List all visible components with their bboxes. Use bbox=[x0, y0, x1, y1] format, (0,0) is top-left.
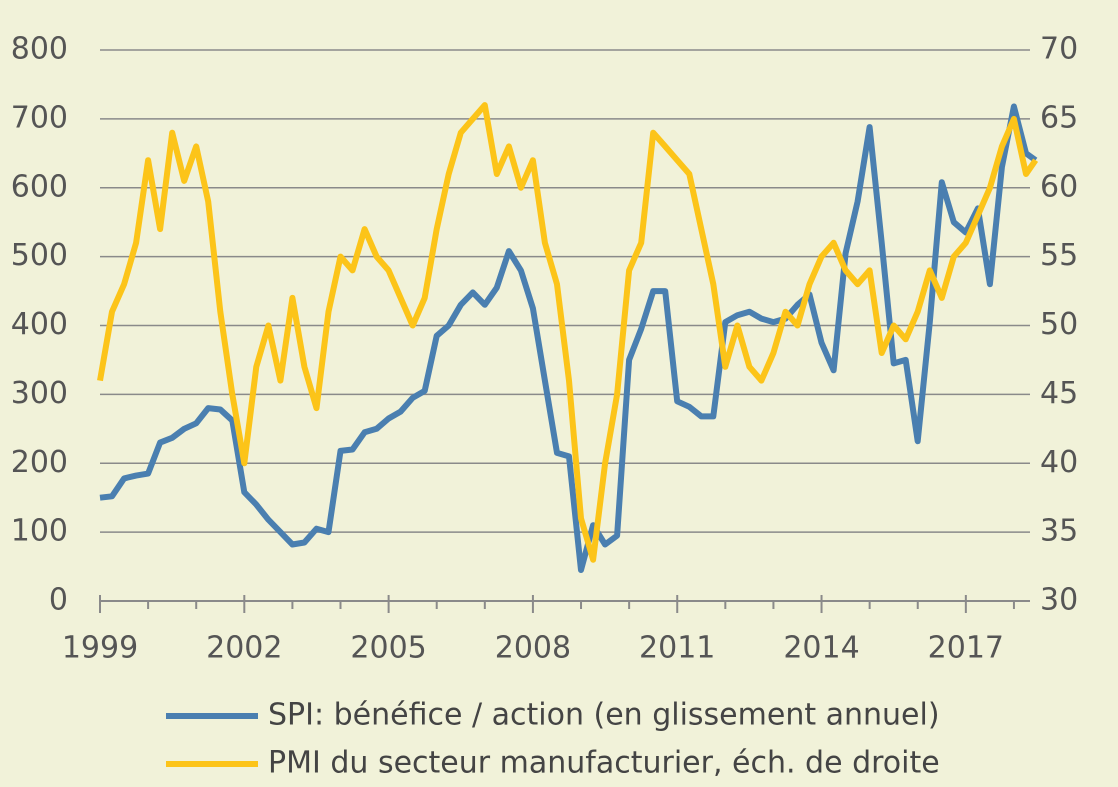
x-tick-label: 2002 bbox=[206, 631, 282, 666]
y2-tick-label: 60 bbox=[1040, 169, 1078, 204]
y-tick-label: 600 bbox=[11, 169, 68, 204]
x-tick-label: 2014 bbox=[783, 631, 859, 666]
y-tick-label: 200 bbox=[11, 445, 68, 480]
y2-tick-label: 35 bbox=[1040, 514, 1078, 549]
x-tick-label: 2011 bbox=[639, 631, 715, 666]
x-tick-label: 2017 bbox=[928, 631, 1004, 666]
x-tick-label: 2008 bbox=[495, 631, 571, 666]
x-tick-label: 1999 bbox=[62, 631, 138, 666]
y-tick-label: 100 bbox=[11, 514, 68, 549]
y-tick-label: 300 bbox=[11, 376, 68, 411]
y2-tick-label: 55 bbox=[1040, 238, 1078, 273]
legend-label: PMI du secteur manufacturier, éch. de dr… bbox=[268, 746, 940, 781]
y2-tick-label: 65 bbox=[1040, 100, 1078, 135]
y2-tick-label: 45 bbox=[1040, 376, 1078, 411]
y-tick-label: 400 bbox=[11, 307, 68, 342]
y-tick-label: 700 bbox=[11, 100, 68, 135]
y2-tick-label: 30 bbox=[1040, 583, 1078, 618]
y2-tick-label: 40 bbox=[1040, 445, 1078, 480]
x-tick-label: 2005 bbox=[350, 631, 426, 666]
y2-tick-label: 50 bbox=[1040, 307, 1078, 342]
series-line bbox=[97, 102, 1039, 563]
y-tick-label: 0 bbox=[49, 583, 68, 618]
y-tick-label: 500 bbox=[11, 238, 68, 273]
series-line bbox=[99, 103, 1038, 573]
legend-label: SPI: bénéfice / action (en glissement an… bbox=[268, 698, 940, 733]
y-tick-label: 800 bbox=[11, 32, 68, 67]
y2-tick-label: 70 bbox=[1040, 32, 1078, 67]
